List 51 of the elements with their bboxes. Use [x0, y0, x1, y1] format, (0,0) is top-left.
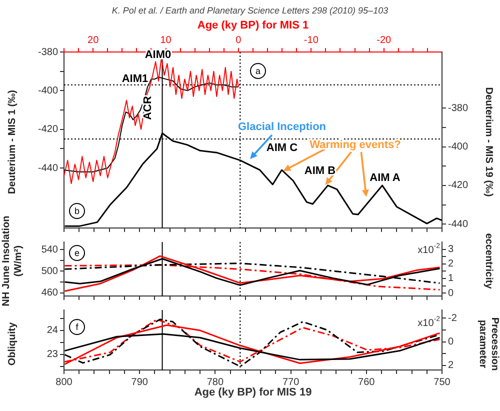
annotation: Glacial Inception — [238, 121, 326, 134]
y2-tick-label: 3 — [448, 244, 454, 256]
y2-tick-label: 0 — [448, 336, 454, 348]
annotation: AIM A — [370, 172, 400, 184]
annotation: AIM B — [304, 165, 336, 178]
text: K. Pol et al. / Earth and Planetary Science Letters 298 (2010) 95–103 — [112, 6, 388, 16]
y-tick-label: -380 — [38, 46, 58, 58]
x-axis-title: Age (ky BP) for MIS 19 — [194, 386, 312, 398]
x-tick-label: 760 — [358, 376, 376, 388]
y-tick-label: 460 — [41, 288, 58, 299]
y2-tick-label: -2 — [448, 312, 458, 324]
y2-axis-title: Precession parameter — [476, 316, 500, 373]
x-tick-label: 790 — [131, 376, 148, 388]
x-tick-label: 800 — [56, 376, 73, 388]
x2-tick-label: 20 — [88, 34, 100, 46]
annotation: AIM1 — [122, 73, 148, 86]
y2-tick-label: 0 — [448, 288, 454, 299]
y-axis-title: NH June Insolation (W/m²) — [1, 214, 25, 308]
y2-tick-label: -380 — [448, 102, 468, 114]
y2-tick-label: 1 — [448, 273, 454, 284]
annotation: Warming events? — [310, 139, 402, 152]
y-tick-label: -440 — [38, 162, 58, 174]
y-tick-label: -420 — [38, 124, 58, 136]
y-tick-label: 540 — [41, 244, 58, 256]
x-tick-label: 770 — [282, 376, 300, 388]
y-axis-title: Obliquity — [7, 322, 18, 366]
annotation: AIM C — [266, 142, 298, 154]
x-tick-label: 750 — [434, 376, 451, 388]
y-tick-label: 23 — [46, 349, 58, 360]
y2-axis-title: eccentricity — [482, 232, 494, 291]
x2-tick-label: 0 — [236, 34, 242, 46]
y2-axis-title: Deuterium - MIS 19 (‰) — [483, 87, 494, 197]
y-tick-label: 500 — [41, 266, 58, 277]
annotation: b — [74, 206, 80, 216]
y-tick-label: 24 — [46, 325, 58, 336]
annotation: ACR — [142, 96, 154, 120]
annotation: f — [76, 322, 79, 332]
x2-tick-label: 10 — [160, 34, 172, 46]
y2-tick-label: 2 — [448, 360, 454, 372]
y-tick-label: -400 — [38, 85, 58, 96]
x2-tick-label: -10 — [304, 34, 319, 46]
annotation: a — [255, 66, 261, 76]
y2-tick-label: -420 — [448, 180, 468, 192]
x2-tick-label: -20 — [376, 34, 392, 46]
x-tick-label: 780 — [206, 376, 224, 388]
x2-axis-title: Age (ky BP) for MIS 1 — [197, 20, 309, 32]
y2-tick-label: 2 — [448, 258, 454, 270]
y2-tick-label: -440 — [448, 218, 468, 230]
y-axis-title: Deuterium - MIS 1 (‰) — [7, 90, 18, 194]
annotation: e — [74, 248, 80, 258]
y2-tick-label: -400 — [448, 142, 468, 153]
